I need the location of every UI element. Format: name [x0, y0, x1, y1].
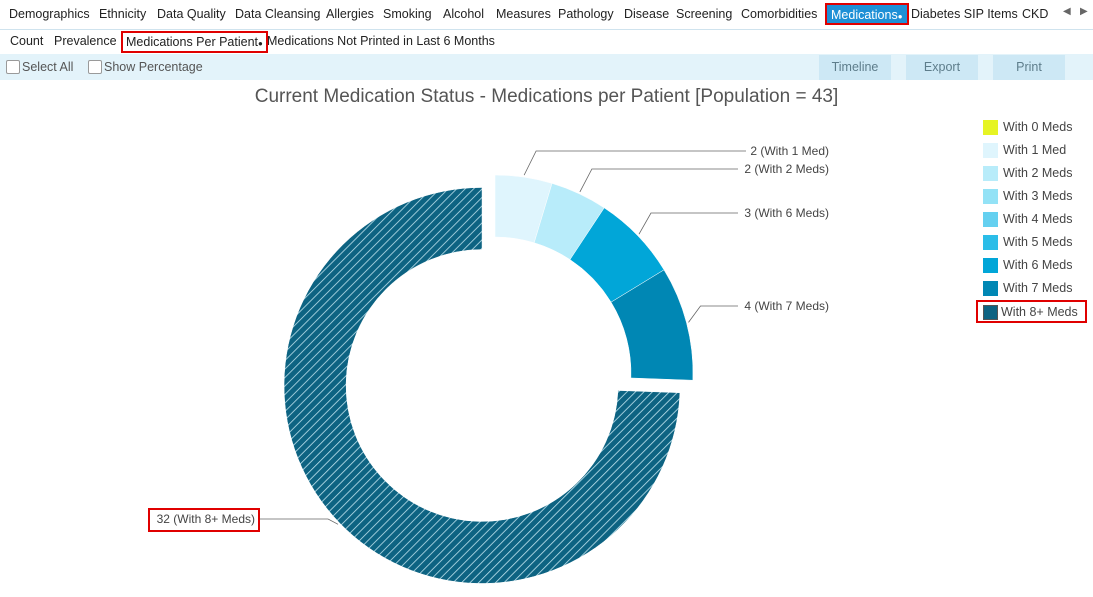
data-label: 4 (With 7 Meds) [744, 299, 829, 313]
unsaved-dot-icon: ● [258, 39, 263, 48]
legend-label: With 7 Meds [1003, 281, 1073, 295]
tab-ckd[interactable]: CKD [1022, 7, 1048, 21]
legend-label: With 3 Meds [1003, 189, 1073, 203]
tab-ethnicity[interactable]: Ethnicity [99, 7, 146, 21]
unsaved-dot-icon: ● [897, 12, 903, 21]
legend-label: With 8+ Meds [1001, 305, 1078, 319]
chart-title: Current Medication Status - Medications … [254, 86, 839, 107]
legend-label: With 1 Med [1003, 143, 1067, 157]
legend-swatch [983, 235, 998, 250]
tab-label: Alcohol [443, 7, 484, 21]
legend-item-with-5-meds[interactable]: With 5 Meds [980, 231, 1088, 254]
subtab-label: Count [10, 34, 44, 48]
tab-label: Demographics [9, 7, 90, 21]
tab-label: Comorbidities [741, 7, 818, 21]
select-all-checkbox[interactable] [6, 60, 20, 74]
tab-label: CKD [1022, 7, 1049, 21]
legend-swatch [983, 212, 998, 227]
tab-label: Medications [831, 8, 898, 22]
tab-scroll-right-icon[interactable]: ▶ [1080, 6, 1088, 17]
legend-label: With 6 Meds [1003, 258, 1073, 272]
legend-swatch [983, 143, 998, 158]
tab-label: Data Quality [157, 7, 226, 21]
print-button[interactable]: Print [993, 55, 1065, 80]
tab-scroll-left-icon[interactable]: ◀ [1063, 6, 1071, 17]
slice-with-8-meds[interactable] [283, 187, 681, 584]
tab-smoking[interactable]: Smoking [383, 7, 432, 21]
tab-label: Data Cleansing [235, 7, 321, 21]
data-label: 2 (With 2 Meds) [744, 162, 829, 176]
data-label: 3 (With 6 Meds) [744, 206, 829, 220]
subtab-medications-per-patient[interactable]: Medications Per Patient● [121, 31, 268, 53]
sub-tab-bar: Count Prevalence Medications Per Patient● M… [0, 30, 1093, 54]
legend-item-with-6-meds[interactable]: With 6 Meds [980, 254, 1088, 277]
legend-item-with-2-meds[interactable]: With 2 Meds [980, 162, 1088, 185]
data-label: 2 (With 1 Med) [750, 144, 829, 158]
tab-label: Diabetes SIP Items [911, 7, 1018, 21]
legend-item-with-0-meds[interactable]: With 0 Meds [980, 116, 1088, 139]
tab-measures[interactable]: Measures [496, 7, 551, 21]
legend-label: With 2 Meds [1003, 166, 1073, 180]
tab-data-cleansing[interactable]: Data Cleansing [235, 7, 320, 21]
timeline-button[interactable]: Timeline [819, 55, 891, 80]
tab-screening[interactable]: Screening [676, 7, 732, 21]
tab-demographics[interactable]: Demographics [9, 7, 90, 21]
largest-slice-label-highlight [148, 508, 260, 532]
legend-item-with-7-meds[interactable]: With 7 Meds [980, 277, 1088, 300]
subtab-prevalence[interactable]: Prevalence [54, 34, 117, 48]
legend-swatch [983, 281, 998, 296]
legend-swatch [983, 166, 998, 181]
export-button[interactable]: Export [906, 55, 978, 80]
tab-medications[interactable]: Medications● [825, 3, 909, 25]
tab-allergies[interactable]: Allergies [326, 7, 374, 21]
legend-item-with-1-med[interactable]: With 1 Med [980, 139, 1088, 162]
slice-with-7-meds[interactable] [610, 269, 694, 381]
legend-item-with-4-meds[interactable]: With 4 Meds [980, 208, 1088, 231]
tab-disease[interactable]: Disease [624, 7, 669, 21]
tab-data-quality[interactable]: Data Quality [157, 7, 226, 21]
data-label: 32 (With 8+ Meds) [157, 512, 255, 526]
tab-label: Measures [496, 7, 551, 21]
legend-label: With 4 Meds [1003, 212, 1073, 226]
leader-line [638, 212, 738, 235]
tab-label: Screening [676, 7, 733, 21]
legend-label: With 5 Meds [1003, 235, 1073, 249]
top-tab-bar: CKD Diabetes SIP Items Medications● Comorbi… [0, 0, 1093, 30]
subtab-label: Prevalence [54, 34, 117, 48]
subtab-label: Medications Not Printed in Last 6 Months [267, 34, 495, 48]
leader-line [259, 518, 339, 525]
legend-item-with-8-meds[interactable]: With 8+ Meds [976, 300, 1087, 323]
select-all-label: Select All [22, 60, 74, 74]
leader-line [523, 150, 746, 176]
show-percentage-checkbox[interactable] [88, 60, 102, 74]
tab-label: Ethnicity [99, 7, 147, 21]
tab-label: Pathology [558, 7, 614, 21]
legend-swatch [983, 189, 998, 204]
legend-swatch [983, 305, 998, 320]
subtab-medications-not-printed-in-last-6-months[interactable]: Medications Not Printed in Last 6 Months [267, 34, 495, 48]
tab-label: Disease [624, 7, 670, 21]
legend-swatch [983, 120, 998, 135]
legend-item-with-3-meds[interactable]: With 3 Meds [980, 185, 1088, 208]
tab-diabetes-sip-items[interactable]: Diabetes SIP Items [911, 7, 1018, 21]
legend-swatch [983, 258, 998, 273]
tab-pathology[interactable]: Pathology [558, 7, 614, 21]
tab-comorbidities[interactable]: Comorbidities [741, 7, 817, 21]
chart-legend: With 0 Meds With 1 Med With 2 Meds With 3 M… [976, 116, 1088, 323]
tab-alcohol[interactable]: Alcohol [443, 7, 484, 21]
tab-label: Smoking [383, 7, 432, 21]
leader-line [688, 305, 738, 323]
legend-label: With 0 Meds [1003, 120, 1073, 134]
subtab-count[interactable]: Count [10, 34, 43, 48]
tab-label: Allergies [326, 7, 374, 21]
chart-toolbar: Select All Show Percentage Timeline Expo… [0, 54, 1093, 80]
subtab-label: Medications Per Patient [126, 35, 259, 49]
leader-line [579, 168, 738, 193]
show-percentage-label: Show Percentage [104, 60, 203, 74]
